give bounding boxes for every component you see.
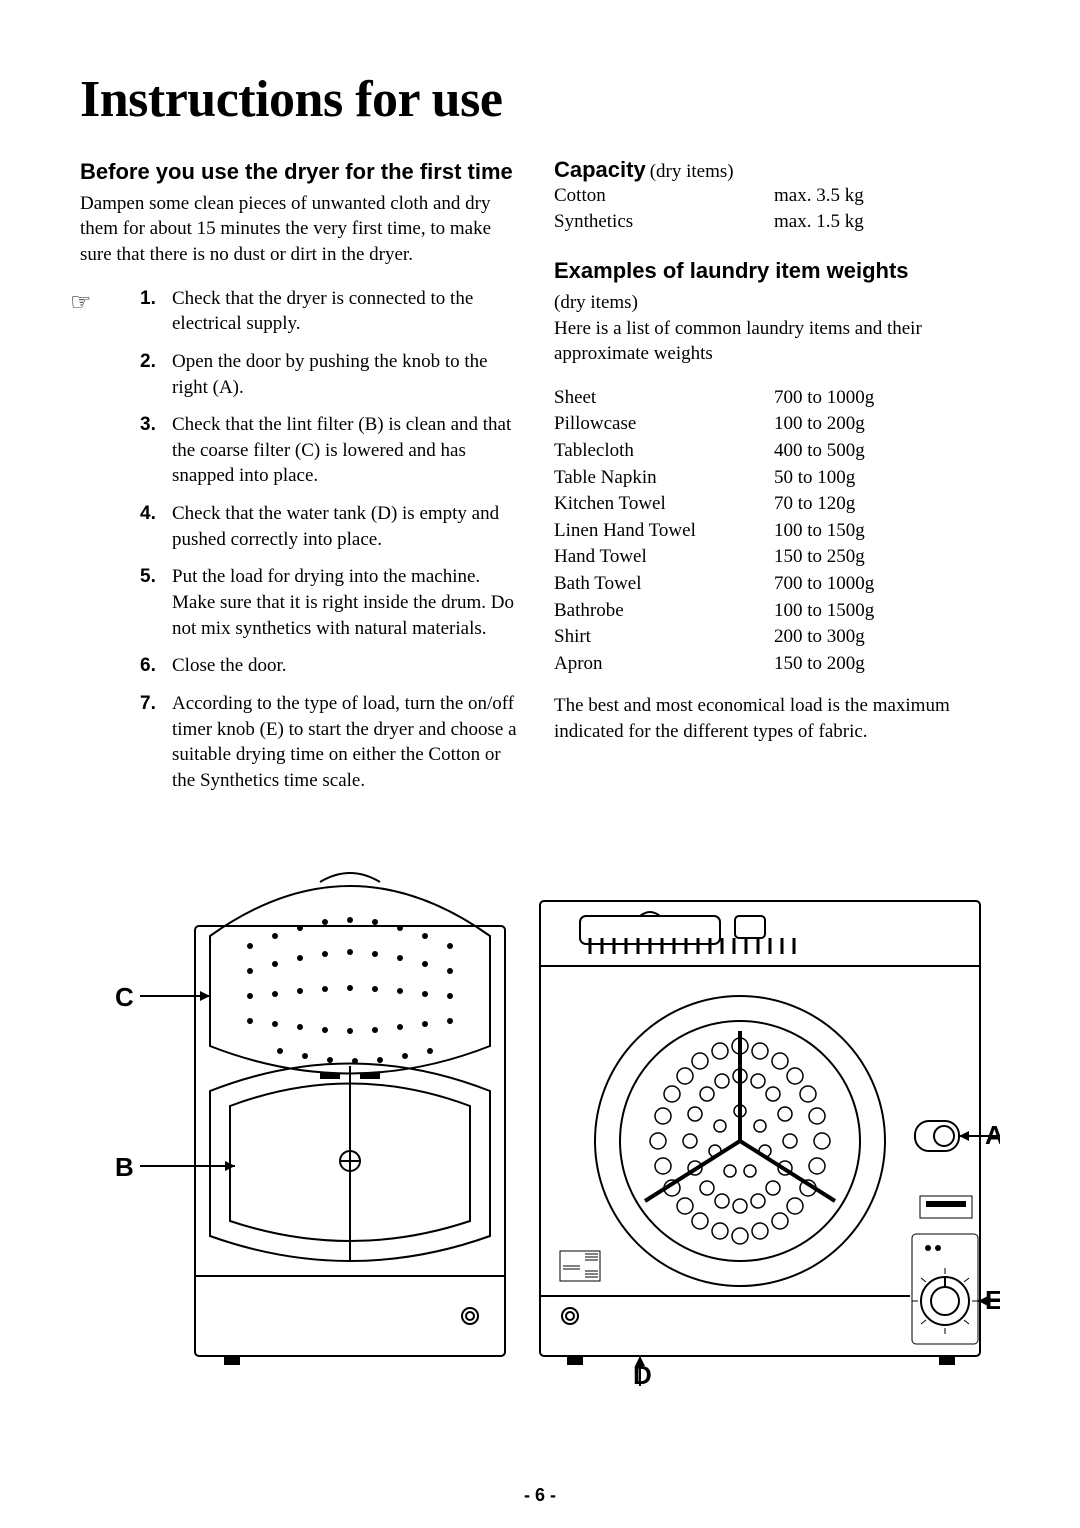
- weight-row: Tablecloth400 to 500g: [554, 438, 1000, 465]
- step-text: Check that the water tank (D) is empty a…: [172, 501, 526, 552]
- weight-row: Table Napkin50 to 100g: [554, 465, 1000, 492]
- capacity-heading: Capacity: [554, 157, 646, 182]
- weight-row: Kitchen Towel70 to 120g: [554, 491, 1000, 518]
- diagram-label-d: D: [633, 1360, 652, 1386]
- weight-row: Linen Hand Towel100 to 150g: [554, 518, 1000, 545]
- steps-list: 1.Check that the dryer is connected to t…: [80, 286, 526, 794]
- weight-row: Bath Towel700 to 1000g: [554, 571, 1000, 598]
- examples-note: (dry items) Here is a list of common lau…: [554, 290, 1000, 367]
- page-title: Instructions for use: [80, 70, 1000, 129]
- step-text: Check that the dryer is connected to the…: [172, 286, 526, 337]
- step-item: 4.Check that the water tank (D) is empty…: [140, 501, 526, 552]
- weight-row: Pillowcase100 to 200g: [554, 411, 1000, 438]
- weight-row: Sheet700 to 1000g: [554, 385, 1000, 412]
- left-column: Before you use the dryer for the first t…: [80, 157, 526, 806]
- step-item: 5.Put the load for drying into the machi…: [140, 564, 526, 641]
- step-text: Open the door by pushing the knob to the…: [172, 349, 526, 400]
- weight-row: Apron150 to 200g: [554, 651, 1000, 678]
- capacity-note: (dry items): [650, 161, 734, 182]
- diagram-label-a: A: [985, 1120, 1000, 1150]
- capacity-section: Capacity (dry items) Cottonmax. 3.5 kg S…: [554, 157, 1000, 234]
- weight-row: Hand Towel150 to 250g: [554, 544, 1000, 571]
- step-text: Check that the lint filter (B) is clean …: [172, 412, 526, 489]
- examples-closing: The best and most economical load is the…: [554, 693, 1000, 744]
- pointing-hand-icon: ☞: [70, 288, 92, 317]
- weight-row: Bathrobe100 to 1500g: [554, 598, 1000, 625]
- page-number: - 6 -: [524, 1485, 556, 1506]
- dryer-diagram: C B A E D: [80, 866, 1000, 1386]
- step-item: 2.Open the door by pushing the knob to t…: [140, 349, 526, 400]
- weights-table: Sheet700 to 1000g Pillowcase100 to 200g …: [554, 385, 1000, 678]
- step-item: 3.Check that the lint filter (B) is clea…: [140, 412, 526, 489]
- before-heading: Before you use the dryer for the first t…: [80, 157, 526, 187]
- diagram-label-e: E: [985, 1285, 1000, 1315]
- step-text: According to the type of load, turn the …: [172, 691, 526, 794]
- step-text: Close the door.: [172, 653, 287, 679]
- weight-row: Shirt200 to 300g: [554, 624, 1000, 651]
- step-item: 7.According to the type of load, turn th…: [140, 691, 526, 794]
- diagram-label-b: B: [115, 1152, 134, 1182]
- right-column: Capacity (dry items) Cottonmax. 3.5 kg S…: [554, 157, 1000, 806]
- examples-heading: Examples of laundry item weights: [554, 256, 1000, 286]
- diagram-label-c: C: [115, 982, 134, 1012]
- step-item: 6.Close the door.: [140, 653, 526, 679]
- capacity-row: Cottonmax. 3.5 kg: [554, 183, 1000, 209]
- step-text: Put the load for drying into the machine…: [172, 564, 526, 641]
- capacity-row: Syntheticsmax. 1.5 kg: [554, 209, 1000, 235]
- before-intro: Dampen some clean pieces of unwanted clo…: [80, 191, 526, 268]
- step-item: 1.Check that the dryer is connected to t…: [140, 286, 526, 337]
